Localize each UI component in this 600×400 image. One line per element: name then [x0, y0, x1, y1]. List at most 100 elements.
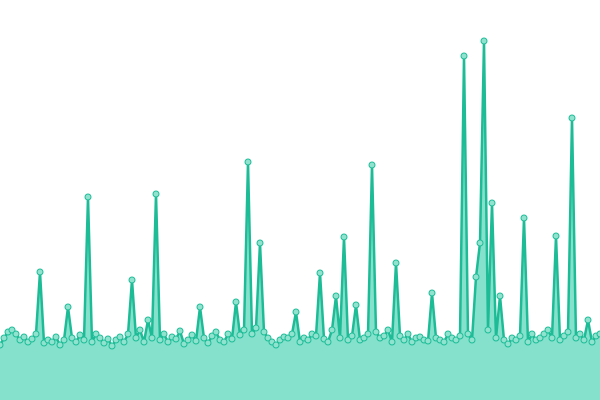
point	[192, 337, 200, 345]
point	[128, 276, 136, 284]
point	[32, 330, 40, 338]
point	[64, 303, 72, 311]
point	[500, 336, 508, 344]
point	[364, 330, 372, 338]
point	[148, 334, 156, 342]
point	[568, 114, 576, 122]
point	[388, 338, 396, 346]
point	[248, 330, 256, 338]
point	[556, 336, 564, 344]
point	[0, 334, 8, 342]
point	[212, 328, 220, 336]
point	[584, 316, 592, 324]
point	[104, 335, 112, 343]
point	[324, 338, 332, 346]
point	[456, 332, 464, 340]
point	[296, 338, 304, 346]
point	[328, 326, 336, 334]
point	[464, 330, 472, 338]
point	[292, 308, 300, 316]
point	[108, 342, 116, 350]
point	[368, 161, 376, 169]
point	[336, 334, 344, 342]
point	[572, 334, 580, 342]
point	[196, 303, 204, 311]
point	[28, 335, 36, 343]
point	[76, 331, 84, 339]
point	[256, 239, 264, 247]
point	[352, 301, 360, 309]
point	[348, 332, 356, 340]
point	[60, 336, 68, 344]
point	[564, 328, 572, 336]
point	[344, 336, 352, 344]
point	[396, 332, 404, 340]
point	[516, 332, 524, 340]
point	[460, 52, 468, 60]
point	[288, 330, 296, 338]
point	[124, 330, 132, 338]
point	[68, 334, 76, 342]
point	[244, 158, 252, 166]
point	[80, 336, 88, 344]
point	[408, 338, 416, 346]
point	[56, 341, 64, 349]
point	[152, 190, 160, 198]
point	[524, 338, 532, 346]
line	[0, 39, 600, 348]
point	[48, 338, 56, 346]
point	[204, 339, 212, 347]
point	[312, 332, 320, 340]
point	[444, 330, 452, 338]
point	[580, 336, 588, 344]
point	[228, 335, 236, 343]
point	[208, 332, 216, 340]
point	[536, 334, 544, 342]
point	[496, 292, 504, 300]
point	[236, 331, 244, 339]
point	[20, 333, 28, 341]
point	[232, 298, 240, 306]
point	[52, 333, 60, 341]
point	[480, 37, 488, 45]
point	[332, 292, 340, 300]
point	[8, 326, 16, 334]
point	[180, 340, 188, 348]
point	[252, 324, 260, 332]
point	[520, 214, 528, 222]
point	[240, 326, 248, 334]
point	[304, 336, 312, 344]
point	[440, 338, 448, 346]
point	[0, 341, 4, 349]
point	[164, 338, 172, 346]
point	[504, 340, 512, 348]
point	[452, 336, 460, 344]
point	[220, 338, 228, 346]
point	[120, 338, 128, 346]
point	[560, 332, 568, 340]
point	[188, 331, 196, 339]
point	[96, 334, 104, 342]
point	[400, 336, 408, 344]
point	[544, 326, 552, 334]
point	[424, 337, 432, 345]
point	[100, 339, 108, 347]
point	[392, 259, 400, 267]
point	[384, 326, 392, 334]
point	[596, 330, 600, 338]
point	[548, 334, 556, 342]
point	[360, 334, 368, 342]
point	[488, 199, 496, 207]
point	[472, 273, 480, 281]
area-fill	[0, 41, 600, 400]
point	[428, 289, 436, 297]
point	[380, 332, 388, 340]
point	[264, 334, 272, 342]
point	[200, 334, 208, 342]
point	[160, 330, 168, 338]
point	[476, 239, 484, 247]
point	[156, 336, 164, 344]
point	[172, 335, 180, 343]
point	[468, 336, 476, 344]
point	[372, 328, 380, 336]
